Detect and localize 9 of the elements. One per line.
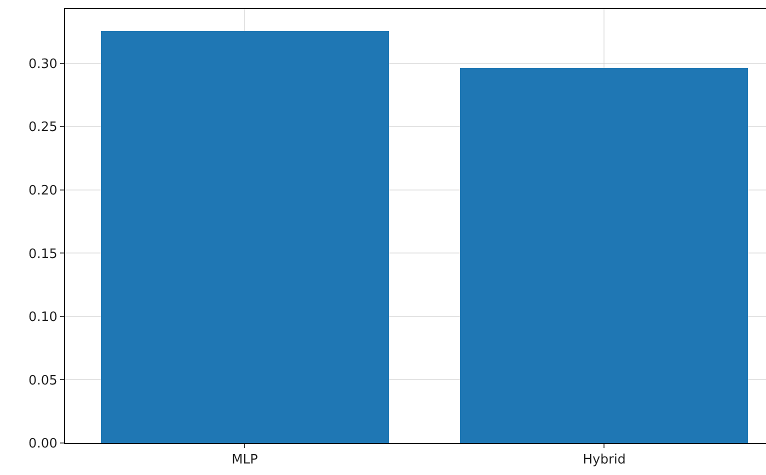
y-tick-label: 0.25	[28, 120, 58, 136]
y-tick-label: 0.00	[28, 436, 58, 452]
x-tick-label: Hybrid	[582, 452, 626, 468]
x-tick-label: MLP	[232, 452, 258, 468]
y-tick-label: 0.05	[28, 373, 58, 388]
y-tick-label: 0.15	[28, 246, 58, 262]
y-tick-label: 0.30	[28, 56, 58, 72]
y-tick-label: 0.20	[28, 183, 58, 198]
y-tick-label: 0.10	[28, 310, 58, 326]
